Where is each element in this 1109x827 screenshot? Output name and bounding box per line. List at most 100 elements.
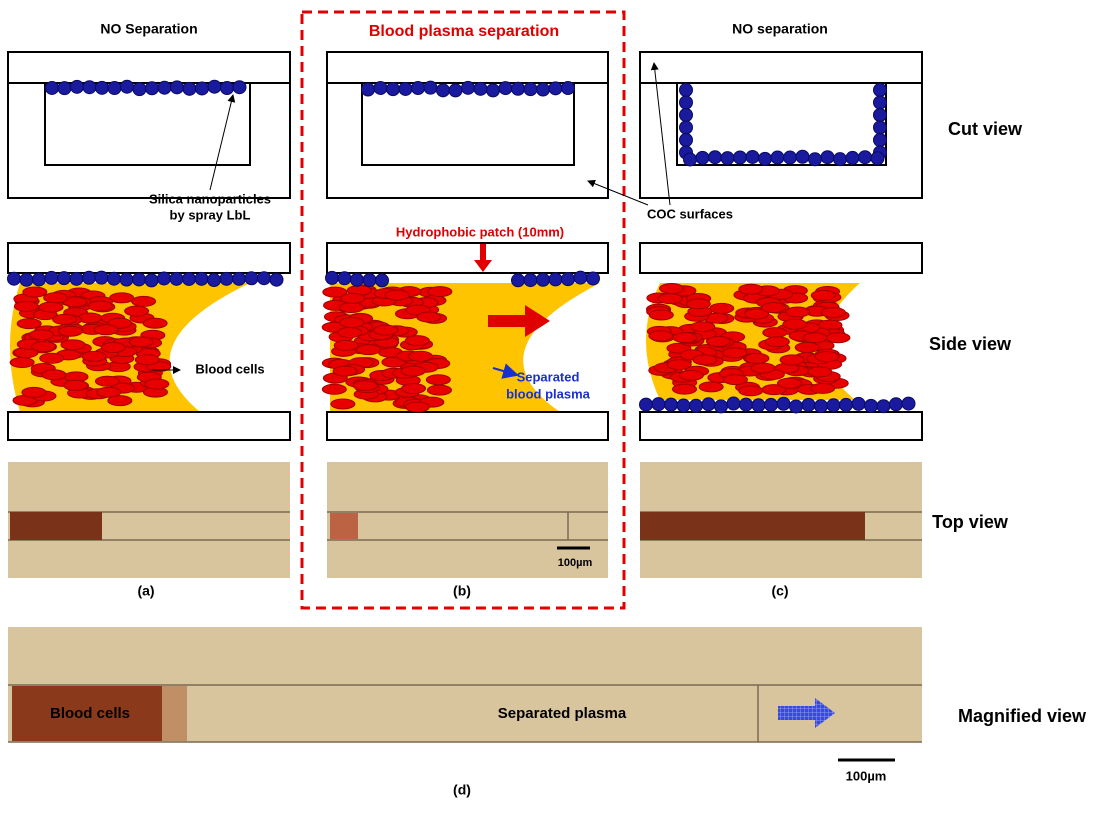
particle (8, 272, 21, 285)
figure: NO Separation Blood plasma separation NO… (0, 0, 1109, 827)
particle (690, 399, 703, 412)
particle (46, 81, 59, 94)
annotation: Hydrophobic patch (10mm) (396, 224, 564, 239)
cell (780, 355, 804, 365)
cell (385, 290, 409, 300)
particle (326, 271, 339, 284)
cell (673, 333, 697, 343)
cell (110, 293, 134, 303)
column-title: Blood plasma separation (369, 23, 559, 40)
cell (94, 325, 118, 335)
cell (338, 328, 362, 338)
cell (763, 328, 787, 338)
particle (852, 397, 865, 410)
cell (795, 342, 819, 352)
particle (437, 84, 450, 97)
particle (537, 83, 550, 96)
cell (739, 386, 763, 396)
cell (686, 299, 710, 309)
particle (171, 81, 184, 94)
particle (640, 398, 653, 411)
cell (405, 336, 429, 346)
particle (108, 82, 121, 95)
particle (196, 82, 209, 95)
magnified-label: Separated plasma (498, 705, 627, 722)
particle (796, 150, 809, 163)
particle (45, 271, 58, 284)
particle (680, 121, 693, 134)
particle (195, 272, 208, 285)
particle (424, 81, 437, 94)
particle (652, 398, 665, 411)
particle (759, 152, 772, 165)
particle (765, 398, 778, 411)
particle (374, 81, 387, 94)
particle (790, 400, 803, 413)
annotation: COC surfaces (647, 206, 733, 221)
particle (270, 273, 283, 286)
particle (362, 83, 375, 96)
particle (874, 134, 887, 147)
cell (129, 337, 153, 347)
row-label: Side view (929, 334, 1012, 354)
row-label: Magnified view (958, 706, 1087, 726)
particle (71, 80, 84, 93)
cell (341, 293, 365, 303)
particle (827, 399, 840, 412)
cell (53, 314, 77, 324)
particle (537, 273, 550, 286)
particle (83, 81, 96, 94)
scale-label: 100µm (846, 768, 887, 783)
particle (233, 272, 246, 285)
particle (33, 273, 46, 286)
particle (746, 150, 759, 163)
cell (145, 379, 169, 389)
particle (834, 153, 847, 166)
particle (874, 121, 887, 134)
cell (815, 352, 839, 362)
particle (145, 274, 158, 287)
cell (710, 303, 734, 313)
particle (677, 399, 690, 412)
cell (322, 384, 346, 394)
annotation: blood plasma (506, 386, 591, 401)
particle (412, 82, 425, 95)
cell (660, 284, 684, 294)
particle (183, 82, 196, 95)
cell (751, 363, 775, 373)
cell (739, 284, 763, 294)
particle (338, 272, 351, 285)
particle (902, 397, 915, 410)
cell (745, 353, 769, 363)
particle (874, 96, 887, 109)
particle (487, 84, 500, 97)
magnified-photo (8, 627, 922, 760)
cell (762, 303, 786, 313)
cell (340, 318, 364, 328)
particle (821, 151, 834, 164)
row-label: Cut view (948, 119, 1023, 139)
particle (702, 398, 715, 411)
cell (44, 293, 68, 303)
cell (658, 294, 682, 304)
particle (874, 109, 887, 122)
cell (401, 366, 425, 376)
cell (331, 399, 355, 409)
particle (665, 398, 678, 411)
particle (524, 83, 537, 96)
cell (811, 290, 835, 300)
annotation: Blood cells (195, 361, 264, 376)
particle (474, 82, 487, 95)
cell (108, 396, 132, 406)
particle (562, 273, 575, 286)
cut-view (8, 52, 922, 198)
annotation: Separated (517, 369, 580, 384)
panel-label: (c) (771, 583, 788, 599)
cell (14, 301, 38, 311)
cell (40, 353, 64, 363)
cell (32, 342, 56, 352)
cell (723, 375, 747, 385)
cell (679, 370, 703, 380)
particle (233, 81, 246, 94)
particle (83, 271, 96, 284)
